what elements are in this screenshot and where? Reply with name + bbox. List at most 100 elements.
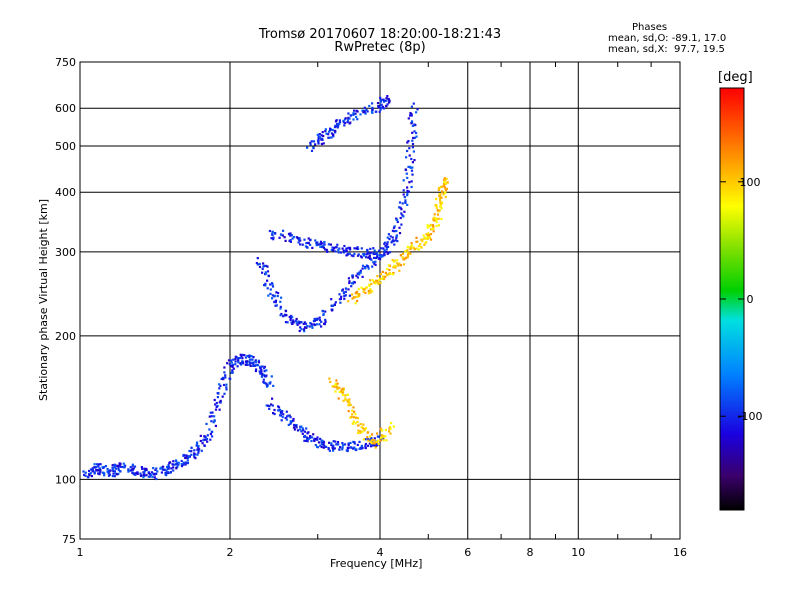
data-point bbox=[378, 254, 381, 257]
data-point bbox=[334, 124, 337, 127]
data-point bbox=[357, 424, 360, 427]
data-point bbox=[271, 233, 274, 236]
y-axis-label: Stationary phase Virtual Height [km] bbox=[37, 198, 50, 402]
data-point bbox=[410, 180, 413, 183]
data-point bbox=[346, 446, 349, 449]
data-point bbox=[384, 435, 387, 438]
data-point bbox=[366, 438, 370, 441]
data-point bbox=[326, 250, 329, 253]
data-point bbox=[411, 139, 414, 142]
data-point bbox=[373, 256, 376, 259]
data-point bbox=[311, 326, 314, 329]
data-point bbox=[391, 273, 394, 276]
data-point bbox=[381, 434, 384, 437]
data-point bbox=[351, 297, 354, 300]
data-point bbox=[197, 445, 200, 448]
data-point bbox=[392, 425, 395, 428]
data-point bbox=[285, 410, 288, 413]
data-point bbox=[198, 448, 201, 451]
data-point bbox=[132, 467, 135, 470]
data-point bbox=[370, 282, 373, 286]
data-point bbox=[368, 442, 371, 445]
data-point bbox=[291, 316, 294, 319]
data-point bbox=[388, 251, 392, 254]
data-point bbox=[347, 399, 350, 402]
data-point bbox=[201, 442, 204, 445]
data-point bbox=[362, 288, 365, 291]
data-point bbox=[389, 432, 392, 435]
data-point bbox=[342, 387, 345, 390]
data-point bbox=[232, 367, 235, 370]
data-point bbox=[316, 436, 319, 439]
data-point bbox=[173, 463, 176, 466]
data-point bbox=[342, 292, 346, 295]
data-point bbox=[381, 270, 384, 273]
data-point bbox=[184, 456, 187, 460]
data-point bbox=[426, 224, 429, 227]
data-point bbox=[186, 456, 189, 460]
data-point bbox=[367, 267, 370, 270]
data-point bbox=[410, 169, 414, 172]
data-point bbox=[302, 328, 306, 331]
data-point bbox=[98, 471, 101, 474]
data-point bbox=[376, 255, 379, 258]
data-point bbox=[303, 238, 306, 241]
data-point bbox=[343, 294, 346, 298]
data-point bbox=[255, 360, 258, 364]
data-point bbox=[406, 254, 410, 257]
data-point bbox=[328, 449, 331, 452]
data-point bbox=[312, 433, 315, 436]
data-point bbox=[206, 434, 209, 437]
data-point bbox=[377, 439, 380, 442]
data-point bbox=[439, 204, 442, 207]
data-point bbox=[139, 474, 142, 477]
data-point bbox=[317, 135, 320, 138]
data-point bbox=[287, 423, 290, 426]
data-point bbox=[190, 450, 193, 453]
data-point bbox=[199, 439, 202, 443]
data-point bbox=[365, 256, 368, 259]
data-point bbox=[231, 365, 234, 368]
data-point bbox=[374, 263, 377, 266]
data-point bbox=[118, 463, 121, 466]
data-point bbox=[320, 142, 323, 146]
data-point bbox=[388, 238, 391, 241]
data-point bbox=[272, 236, 275, 239]
data-point bbox=[341, 247, 344, 250]
data-point bbox=[282, 413, 285, 416]
data-point bbox=[114, 472, 117, 475]
data-point bbox=[320, 134, 323, 137]
data-point bbox=[333, 247, 336, 250]
data-point bbox=[309, 238, 312, 241]
data-point bbox=[443, 180, 446, 183]
data-point bbox=[415, 131, 418, 135]
data-point bbox=[384, 428, 387, 432]
data-point bbox=[378, 106, 381, 109]
data-point bbox=[340, 391, 343, 394]
data-point bbox=[401, 256, 404, 259]
data-point bbox=[109, 469, 112, 472]
data-point bbox=[322, 142, 325, 145]
data-point bbox=[165, 469, 168, 472]
data-point bbox=[338, 298, 341, 301]
data-point bbox=[300, 430, 303, 433]
data-point bbox=[346, 119, 350, 122]
data-point bbox=[427, 234, 430, 237]
data-point bbox=[89, 472, 92, 475]
data-point bbox=[379, 103, 383, 106]
data-point bbox=[333, 385, 336, 388]
x-tick-label: 1 bbox=[77, 546, 84, 559]
data-point bbox=[270, 403, 273, 406]
data-point bbox=[197, 446, 200, 449]
data-point bbox=[245, 362, 248, 365]
data-point bbox=[223, 366, 226, 369]
data-point bbox=[255, 262, 258, 265]
data-point bbox=[303, 326, 307, 329]
data-point bbox=[182, 461, 185, 464]
data-point bbox=[371, 444, 375, 447]
data-point bbox=[371, 102, 374, 105]
data-point bbox=[208, 415, 211, 418]
data-point bbox=[378, 249, 381, 252]
data-point bbox=[426, 236, 429, 239]
data-point bbox=[219, 401, 222, 404]
